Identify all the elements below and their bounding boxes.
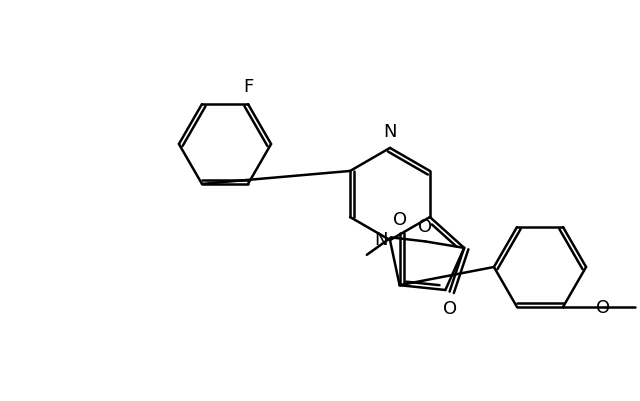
Text: F: F [243, 78, 253, 96]
Text: O: O [596, 298, 611, 316]
Text: O: O [442, 300, 457, 318]
Text: O: O [392, 210, 406, 228]
Text: N: N [383, 123, 397, 141]
Text: O: O [419, 217, 433, 235]
Text: N: N [374, 230, 388, 248]
